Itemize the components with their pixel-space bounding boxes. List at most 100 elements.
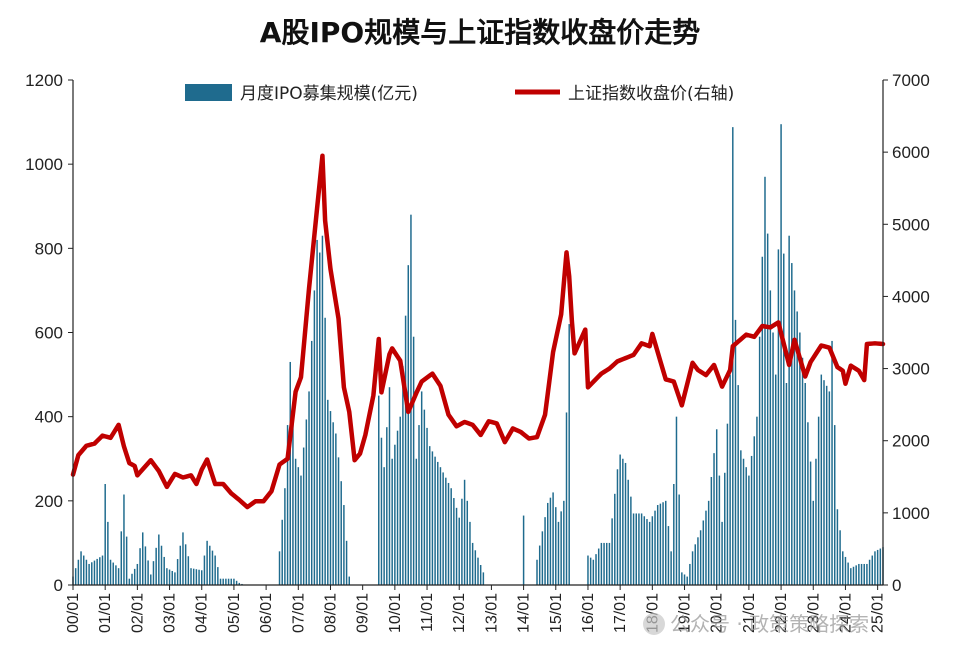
ipo-bar: [766, 233, 769, 585]
ipo-bar: [434, 456, 436, 585]
ipo-bar: [383, 467, 385, 585]
ipo-bar: [611, 518, 613, 585]
ipo-bar: [166, 568, 168, 585]
x-tick-label: 03/01: [162, 593, 179, 633]
ipo-bar: [222, 578, 224, 585]
ipo-bar: [99, 557, 101, 585]
sse-close-line: [70, 153, 886, 510]
ipo-bar: [799, 332, 801, 585]
ipo-bar: [793, 290, 796, 585]
ipo-bar: [825, 385, 828, 585]
ipo-bar: [726, 423, 729, 585]
ipo-bar: [758, 336, 761, 585]
ipo-bar: [809, 461, 812, 585]
ipo-bar: [477, 557, 479, 585]
ipo-bar: [635, 513, 637, 585]
ipo-bar: [133, 568, 136, 585]
ipo-bar: [876, 549, 879, 585]
ipo-bar: [230, 578, 232, 585]
ipo-bar: [694, 544, 696, 585]
legend: 月度IPO募集规模(亿元) 上证指数收盘价(右轴): [185, 84, 734, 104]
x-tick-label: 25/01: [870, 593, 887, 633]
x-tick-label: 21/01: [741, 593, 758, 633]
ipo-bar: [391, 458, 393, 585]
ipo-bar: [850, 568, 852, 585]
ipo-bar: [201, 570, 203, 585]
ipo-bar: [91, 562, 93, 585]
ipo-bar: [112, 562, 114, 585]
legend-label-sse: 上证指数收盘价(右轴): [568, 84, 734, 104]
ipo-bar: [142, 532, 144, 585]
ipo-bar: [624, 462, 627, 585]
ipo-bar: [329, 411, 332, 585]
ipo-bar: [219, 578, 222, 585]
ipo-bar: [643, 516, 646, 585]
ipo-bar: [871, 555, 874, 585]
x-axis-ticks: 00/01 01/01 02/01 03/01 04/01 05/01 06/01 07/01…: [65, 585, 887, 633]
left-tick-label: 0: [54, 576, 63, 595]
ipo-bar: [686, 576, 688, 585]
ipo-bar: [482, 572, 485, 586]
ipo-bar: [455, 507, 458, 585]
x-tick-label: 20/01: [709, 593, 726, 633]
ipo-bar: [860, 563, 863, 585]
ipo-bar: [592, 559, 595, 585]
ipo-bar: [128, 578, 131, 585]
ipo-bar: [88, 563, 90, 585]
ipo-bar: [117, 568, 120, 585]
axes: [72, 80, 884, 586]
ipo-bar: [147, 560, 149, 585]
ipo-bar: [785, 383, 788, 585]
x-tick-label: 09/01: [355, 593, 372, 633]
ipo-bar: [426, 427, 428, 585]
ipo-bar: [538, 545, 541, 585]
ipo-bar: [522, 515, 525, 585]
ipo-bar: [136, 563, 139, 585]
ipo-bar: [721, 521, 723, 586]
left-tick-label: 800: [35, 239, 63, 258]
right-tick-label: 2000: [892, 432, 930, 451]
ipo-bar: [783, 253, 785, 585]
legend-label-ipo: 月度IPO募集规模(亿元): [240, 84, 418, 104]
ipo-bar: [184, 544, 187, 585]
ipo-bar: [348, 576, 350, 585]
x-tick-label: 16/01: [580, 593, 597, 633]
ipo-bar: [227, 578, 230, 585]
ipo-bar: [756, 416, 758, 585]
ipo-bar: [225, 578, 227, 585]
x-tick-label: 22/01: [773, 593, 790, 633]
ipo-bar: [479, 565, 482, 585]
ipo-bar: [565, 412, 568, 585]
ipo-bar: [683, 574, 686, 585]
ipo-bar: [378, 395, 380, 586]
ipo-bar: [557, 521, 560, 586]
ipo-bar: [461, 498, 463, 585]
ipo-bar: [831, 340, 833, 585]
ipo-bar: [125, 536, 128, 585]
right-tick-label: 3000: [892, 360, 930, 379]
ipo-bar: [458, 517, 460, 585]
ipo-bar: [608, 542, 611, 585]
ipo-bar: [82, 555, 85, 585]
ipo-bar: [388, 387, 391, 585]
ipo-bar: [772, 332, 774, 585]
ipo-bar: [442, 472, 444, 585]
x-tick-label: 06/01: [258, 593, 275, 633]
ipo-bar: [174, 572, 176, 586]
ipo-bar: [801, 357, 804, 585]
ipo-bar: [536, 559, 538, 585]
ipo-bar: [109, 559, 112, 585]
ipo-bar: [171, 570, 173, 585]
ipo-bar: [158, 534, 160, 585]
ipo-bar: [469, 521, 471, 586]
ipo-bar: [316, 239, 318, 586]
ipo-bar: [294, 458, 297, 585]
ipo-bar: [737, 385, 739, 585]
ipo-bar: [820, 374, 823, 585]
ipo-bar: [646, 519, 648, 585]
left-tick-label: 400: [35, 408, 63, 427]
ipo-bar: [659, 503, 662, 585]
ipo-bar: [235, 580, 238, 585]
ipo-bar: [332, 422, 334, 585]
ipo-bar: [195, 569, 198, 585]
